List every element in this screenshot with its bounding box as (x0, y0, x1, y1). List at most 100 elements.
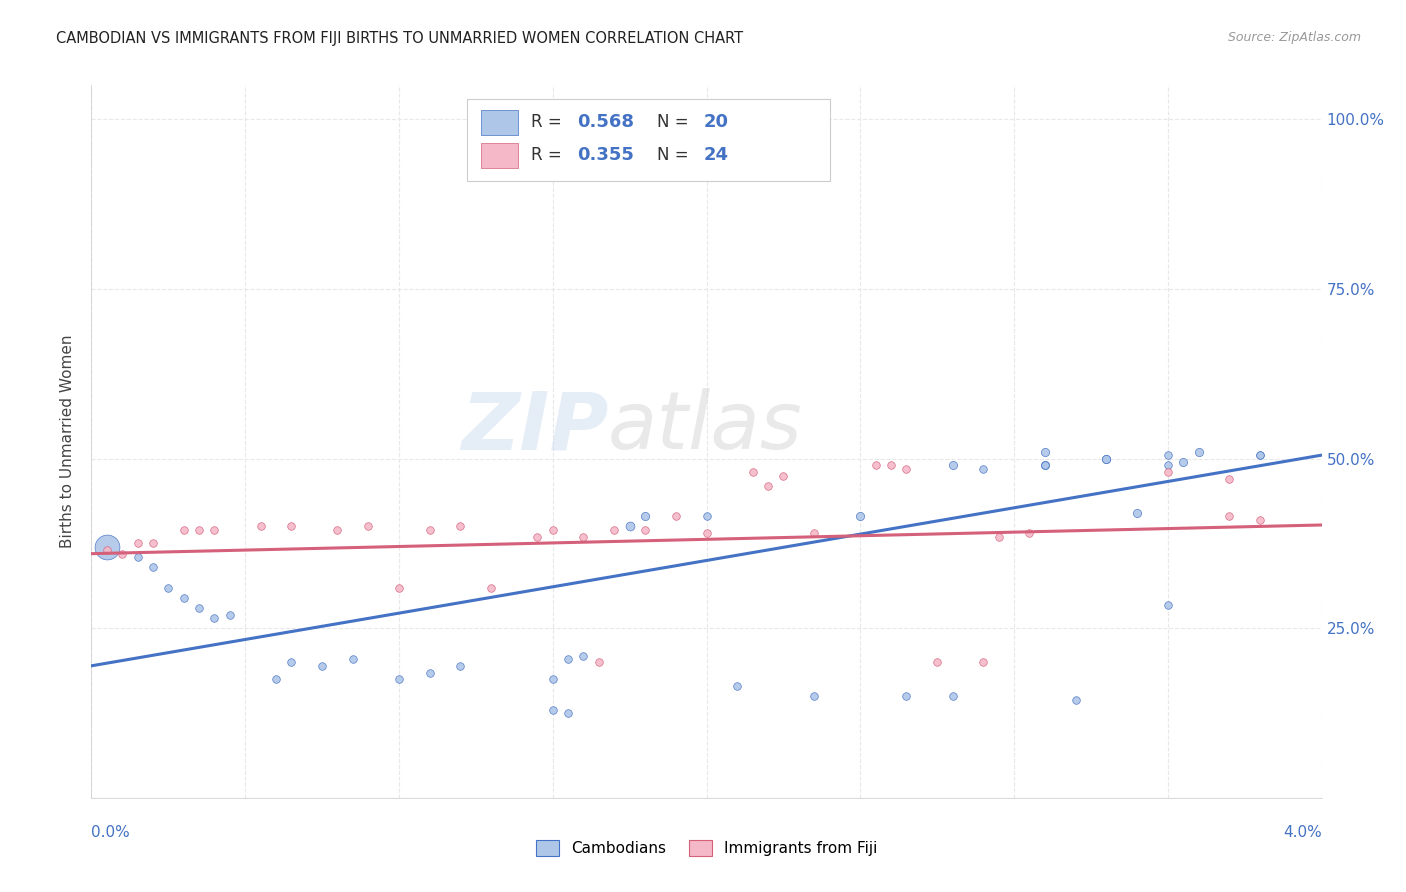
Point (1187, 444, 1209, 458)
Point (188, 601, 211, 615)
Point (1018, 526, 1040, 541)
Text: 0.0%: 0.0% (91, 825, 131, 839)
Point (803, 690, 825, 704)
Point (202, 611, 225, 625)
Point (880, 458, 903, 473)
Point (1126, 506, 1149, 520)
Y-axis label: Births to Unmarried Women: Births to Unmarried Women (60, 334, 76, 549)
Text: Source: ZipAtlas.com: Source: ZipAtlas.com (1227, 31, 1361, 45)
Point (1033, 444, 1056, 458)
Point (725, 679, 748, 693)
Point (127, 536, 149, 550)
Point (173, 523, 195, 537)
Text: N =: N = (657, 146, 695, 164)
Point (326, 523, 349, 537)
Point (541, 703, 564, 717)
Text: 24: 24 (704, 146, 730, 164)
Point (111, 547, 134, 561)
Point (634, 523, 657, 537)
Point (1249, 448, 1271, 462)
Point (865, 458, 887, 473)
Text: atlas: atlas (607, 388, 803, 467)
Point (526, 530, 548, 544)
Point (927, 656, 949, 670)
Point (987, 530, 1010, 544)
Text: ZIP: ZIP (461, 388, 607, 467)
Point (188, 523, 211, 537)
Point (280, 519, 302, 533)
Point (479, 581, 502, 595)
Point (619, 519, 641, 533)
Legend: Cambodians, Immigrants from Fiji: Cambodians, Immigrants from Fiji (530, 834, 883, 862)
Point (249, 519, 271, 533)
Point (96, 543, 118, 558)
Point (941, 458, 963, 473)
Point (772, 468, 794, 483)
Point (1157, 598, 1180, 612)
Point (803, 526, 825, 541)
Point (1064, 693, 1087, 707)
Point (202, 523, 225, 537)
Point (557, 706, 579, 721)
Point (218, 607, 240, 622)
Point (896, 690, 918, 704)
Point (449, 658, 471, 673)
Point (1095, 451, 1118, 466)
Text: R =: R = (530, 113, 567, 131)
Point (157, 581, 180, 595)
Point (342, 652, 364, 666)
Point (419, 523, 441, 537)
Point (665, 509, 688, 524)
Text: CAMBODIAN VS IMMIGRANTS FROM FIJI BIRTHS TO UNMARRIED WOMEN CORRELATION CHART: CAMBODIAN VS IMMIGRANTS FROM FIJI BIRTHS… (56, 31, 744, 46)
Point (972, 461, 994, 475)
Point (127, 550, 149, 565)
Point (941, 690, 963, 704)
Point (1218, 509, 1240, 524)
Point (1157, 465, 1180, 479)
Point (741, 465, 763, 479)
Text: 4.0%: 4.0% (1282, 825, 1322, 839)
Point (173, 591, 195, 605)
Point (634, 509, 657, 524)
Point (449, 519, 471, 533)
Point (588, 656, 610, 670)
Point (1249, 513, 1271, 527)
Point (1033, 458, 1056, 473)
Point (572, 530, 595, 544)
Text: R =: R = (530, 146, 567, 164)
Point (142, 536, 165, 550)
FancyBboxPatch shape (481, 110, 519, 135)
Point (849, 509, 872, 524)
Point (695, 509, 717, 524)
Point (357, 519, 380, 533)
FancyBboxPatch shape (481, 144, 519, 169)
Point (1157, 448, 1180, 462)
Point (280, 656, 302, 670)
Point (603, 523, 626, 537)
Text: 0.355: 0.355 (578, 146, 634, 164)
Point (756, 479, 779, 493)
Point (96, 540, 118, 554)
Point (1157, 458, 1180, 473)
Point (419, 665, 441, 680)
Point (311, 658, 333, 673)
Text: 20: 20 (704, 113, 730, 131)
Point (972, 656, 994, 670)
Point (388, 581, 411, 595)
Point (557, 652, 579, 666)
Point (1173, 455, 1195, 469)
Point (541, 523, 564, 537)
Point (1249, 448, 1271, 462)
Point (264, 673, 287, 687)
Text: N =: N = (657, 113, 695, 131)
Point (1218, 472, 1240, 486)
Point (541, 673, 564, 687)
Point (695, 526, 717, 541)
Point (572, 648, 595, 663)
Point (1033, 458, 1056, 473)
FancyBboxPatch shape (467, 99, 830, 181)
Point (142, 560, 165, 574)
Point (896, 461, 918, 475)
Text: 0.568: 0.568 (578, 113, 634, 131)
Point (1095, 451, 1118, 466)
